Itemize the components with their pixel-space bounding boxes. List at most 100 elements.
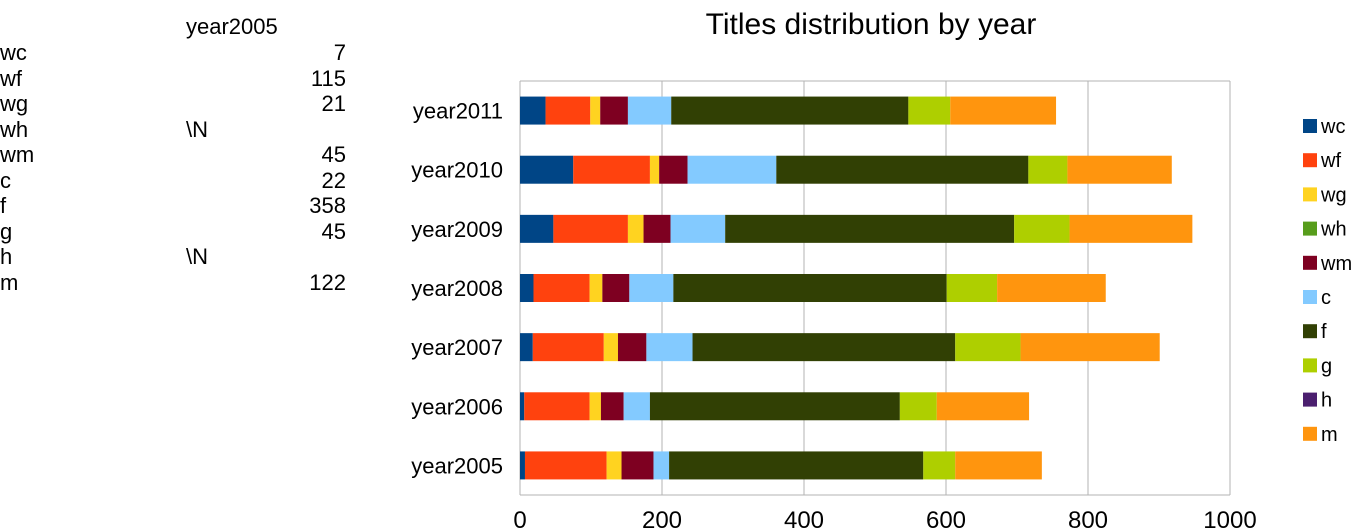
legend-swatch-h bbox=[1303, 392, 1317, 407]
legend-swatch-m bbox=[1303, 426, 1317, 441]
table-row-value: 22 bbox=[321, 167, 346, 193]
y-tick-label: year2010 bbox=[411, 158, 503, 183]
bar-wf-year2008 bbox=[533, 274, 590, 302]
bar-wm-year2011 bbox=[600, 96, 628, 125]
x-tick-label: 1000 bbox=[1203, 507, 1256, 531]
bar-g-year2009 bbox=[1014, 214, 1070, 243]
table-row-value: 7 bbox=[333, 40, 346, 65]
bar-c-year2005 bbox=[653, 451, 670, 480]
table-row-value: \N bbox=[186, 116, 208, 142]
table-row-value: 45 bbox=[321, 142, 346, 167]
table-row-value: 115 bbox=[310, 65, 346, 91]
bar-wm-year2007 bbox=[617, 333, 647, 362]
legend-label: c bbox=[1321, 287, 1331, 309]
y-tick-label: year2011 bbox=[413, 99, 503, 124]
legend-label: m bbox=[1321, 424, 1338, 446]
legend-label: wf bbox=[1320, 150, 1341, 172]
legend-label: wg bbox=[1320, 184, 1347, 206]
bar-wm-year2005 bbox=[621, 451, 654, 480]
table-row-value: \N bbox=[186, 244, 208, 269]
bar-m-year2007 bbox=[1020, 333, 1160, 362]
legend-swatch-wm bbox=[1303, 255, 1317, 270]
table-row-label: wh bbox=[0, 116, 29, 142]
x-tick-label: 600 bbox=[926, 507, 966, 531]
bar-g-year2005 bbox=[923, 451, 956, 480]
grid-layer bbox=[519, 80, 1231, 496]
legend-label: wh bbox=[1320, 219, 1347, 241]
bar-g-year2008 bbox=[946, 274, 998, 302]
bar-c-year2008 bbox=[629, 274, 674, 302]
bar-c-year2009 bbox=[670, 214, 726, 243]
bar-wf-year2009 bbox=[553, 214, 628, 243]
legend-swatch-wc bbox=[1303, 119, 1317, 133]
bar-wc-year2006 bbox=[520, 392, 525, 421]
bar-wc-year2005 bbox=[520, 451, 525, 480]
bar-wc-year2007 bbox=[520, 333, 533, 362]
bar-m-year2005 bbox=[955, 451, 1042, 480]
table-header: year2005 bbox=[186, 14, 278, 39]
bar-c-year2007 bbox=[646, 333, 693, 362]
legend-swatch-f bbox=[1303, 324, 1317, 339]
bar-wg-year2006 bbox=[589, 392, 601, 421]
bar-c-year2010 bbox=[687, 155, 777, 184]
bars-layer bbox=[520, 96, 1193, 480]
bar-wc-year2008 bbox=[520, 274, 534, 302]
bar-g-year2011 bbox=[908, 96, 951, 125]
bar-f-year2010 bbox=[776, 155, 1029, 184]
bar-wf-year2005 bbox=[524, 451, 607, 480]
bar-wg-year2009 bbox=[627, 214, 644, 243]
table-row-label: wg bbox=[0, 91, 29, 116]
table-row-value: 45 bbox=[321, 218, 346, 244]
y-tick-label: year2007 bbox=[411, 335, 503, 360]
bar-g-year2006 bbox=[899, 392, 937, 421]
legend-label: f bbox=[1321, 321, 1327, 343]
y-tick-label: year2006 bbox=[411, 394, 503, 419]
legend-label: wm bbox=[1320, 253, 1352, 275]
chart-title: Titles distribution by year bbox=[706, 8, 1037, 41]
bar-wm-year2010 bbox=[659, 155, 688, 184]
table-row-value: 21 bbox=[321, 91, 346, 116]
table-row-label: wm bbox=[0, 142, 35, 167]
legend-label: g bbox=[1321, 355, 1332, 377]
legend-label: h bbox=[1321, 390, 1332, 412]
bar-wm-year2008 bbox=[602, 274, 630, 302]
bar-g-year2010 bbox=[1028, 155, 1068, 184]
x-tick-label: 400 bbox=[784, 507, 824, 531]
table-row-label: m bbox=[0, 269, 19, 295]
bar-m-year2006 bbox=[936, 392, 1030, 421]
legend-label: wc bbox=[1320, 116, 1345, 138]
bar-wc-year2011 bbox=[520, 96, 546, 125]
bar-wc-year2009 bbox=[520, 214, 554, 243]
legend-swatch-g bbox=[1303, 358, 1317, 373]
bar-f-year2007 bbox=[692, 333, 956, 362]
x-tick-label: 800 bbox=[1068, 507, 1108, 531]
bar-wf-year2011 bbox=[545, 96, 591, 125]
x-tick-label: 200 bbox=[642, 507, 682, 531]
bar-f-year2005 bbox=[669, 451, 924, 480]
table-row-label: h bbox=[0, 244, 13, 269]
legend-swatch-wg bbox=[1303, 187, 1317, 202]
y-tick-label: year2005 bbox=[411, 453, 503, 478]
x-axis: 0 200 400 600 800 1000 bbox=[513, 507, 1256, 531]
bar-wm-year2009 bbox=[643, 214, 671, 243]
y-tick-label: year2009 bbox=[411, 217, 503, 242]
y-axis: year2005 year2006 year2007 year2008 year2009… bbox=[411, 99, 503, 479]
table-row-label: c bbox=[0, 167, 11, 193]
bar-m-year2011 bbox=[950, 96, 1057, 125]
bar-m-year2008 bbox=[997, 274, 1106, 302]
table-row-label: f bbox=[0, 193, 7, 218]
bar-c-year2006 bbox=[623, 392, 650, 421]
x-tick-label: 0 bbox=[513, 507, 526, 531]
bar-wm-year2006 bbox=[600, 392, 624, 421]
bar-m-year2010 bbox=[1067, 155, 1172, 184]
bar-f-year2011 bbox=[671, 96, 909, 125]
bar-wf-year2006 bbox=[524, 392, 590, 421]
table-row-value: 122 bbox=[309, 269, 346, 295]
legend-swatch-wf bbox=[1303, 153, 1317, 168]
table-row-label: wc bbox=[0, 40, 27, 65]
bar-wg-year2008 bbox=[589, 274, 603, 302]
bar-f-year2009 bbox=[725, 214, 1015, 243]
bar-wg-year2011 bbox=[590, 96, 601, 125]
